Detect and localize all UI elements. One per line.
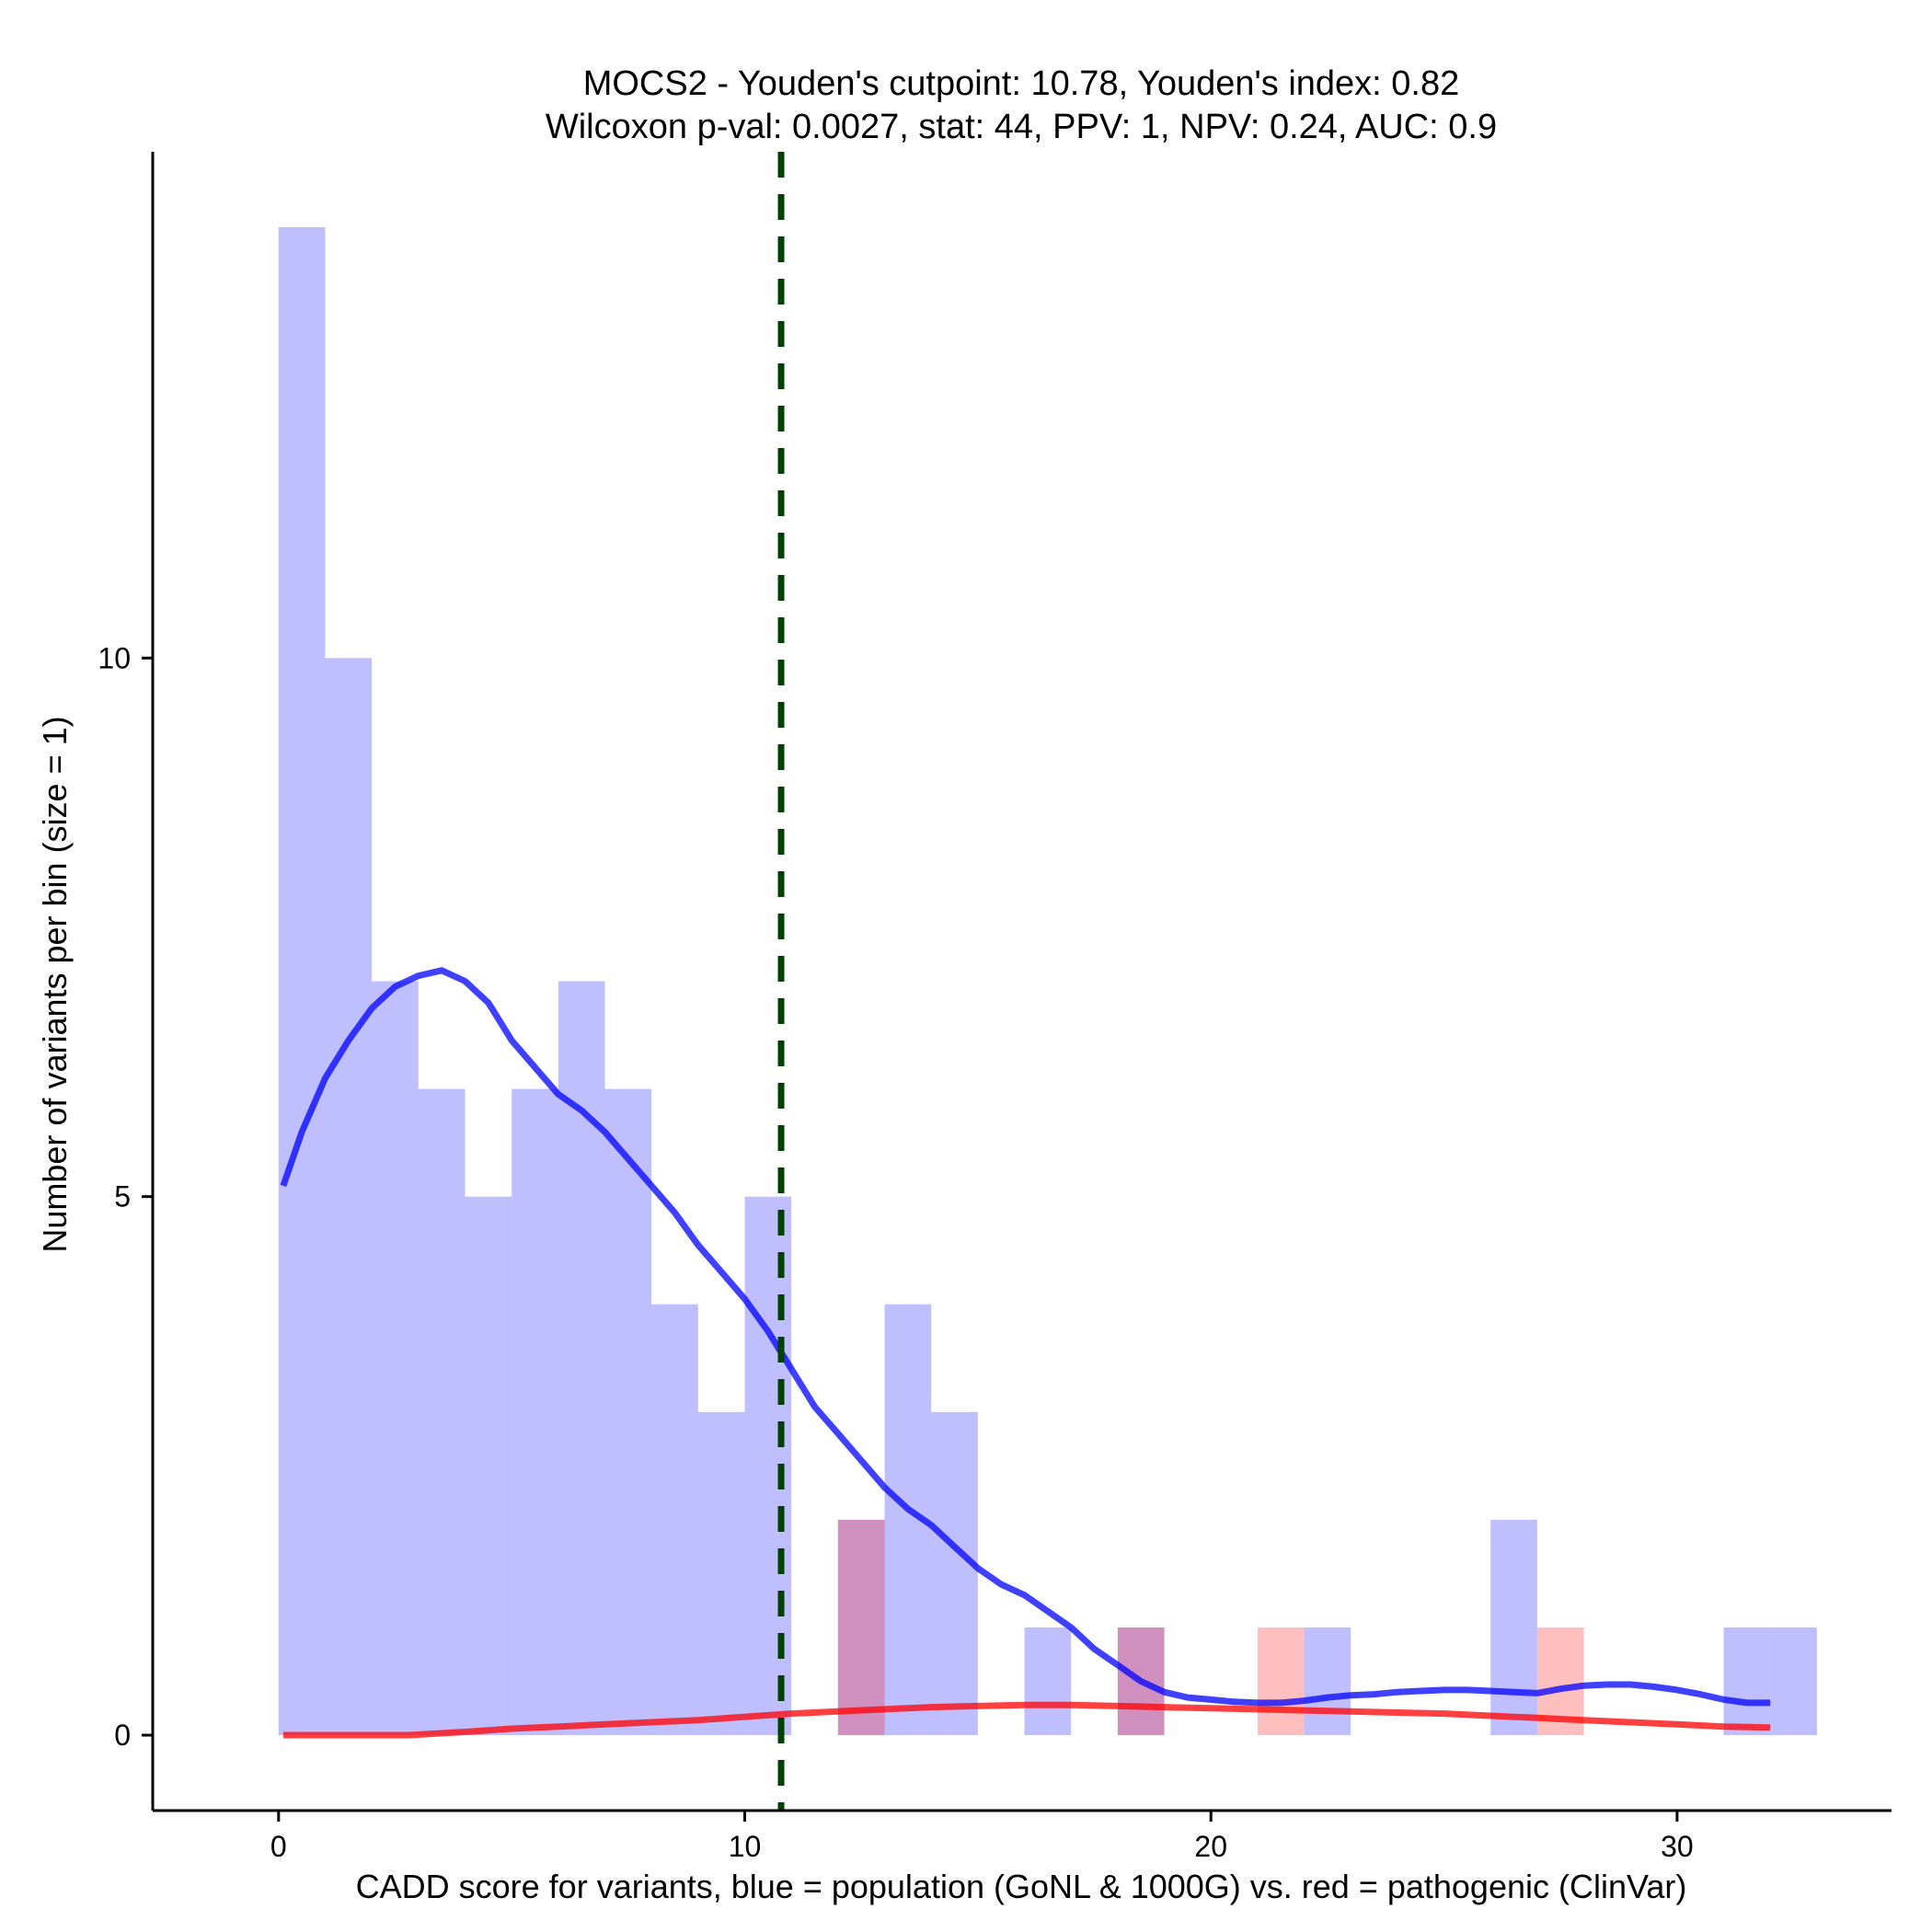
population-bar (1304, 1627, 1351, 1736)
density-curves (280, 967, 1771, 1739)
population-bar (418, 1088, 466, 1736)
x-tick-label: 30 (1661, 1830, 1694, 1863)
x-tick-label: 0 (270, 1830, 287, 1863)
population-bar (1770, 1627, 1817, 1736)
population-bar (1024, 1627, 1072, 1736)
y-axis-ticks: 0 5 10 (98, 641, 153, 1752)
x-axis-ticks: 0 10 20 30 (270, 1811, 1694, 1863)
population-bar (558, 981, 605, 1736)
population-bar (325, 658, 373, 1736)
population-density-curve (280, 967, 1771, 1707)
population-bar (651, 1304, 698, 1736)
pathogenic-bar (837, 1519, 885, 1736)
population-bar (697, 1411, 745, 1736)
population-bar (1490, 1519, 1537, 1736)
pathogenic-density-curve (282, 1701, 1771, 1739)
axes (151, 152, 1892, 1812)
x-axis-label: CADD score for variants, blue = populati… (356, 1868, 1687, 1905)
y-tick-label: 0 (114, 1719, 131, 1752)
population-bar (744, 1196, 792, 1736)
x-tick-label: 10 (729, 1830, 762, 1863)
population-bar (837, 1519, 885, 1736)
population-bar (465, 1196, 512, 1736)
population-bar (372, 981, 419, 1736)
pathogenic-bar (1257, 1627, 1305, 1736)
y-tick-label: 10 (98, 641, 131, 674)
population-bar (512, 1088, 558, 1736)
population-bars (278, 226, 1817, 1736)
y-axis-label: Number of variants per bin (size = 1) (36, 716, 74, 1252)
population-bar (931, 1411, 978, 1736)
population-bar (278, 226, 326, 1736)
y-tick-label: 5 (114, 1180, 131, 1213)
population-bar (604, 1088, 652, 1736)
chart-title-line1: MOCS2 - Youden's cutpoint: 10.78, Youden… (583, 64, 1460, 103)
population-bar (1723, 1627, 1771, 1736)
chart-title-line2: Wilcoxon p-val: 0.0027, stat: 44, PPV: 1… (546, 108, 1497, 146)
x-tick-label: 20 (1194, 1830, 1227, 1863)
